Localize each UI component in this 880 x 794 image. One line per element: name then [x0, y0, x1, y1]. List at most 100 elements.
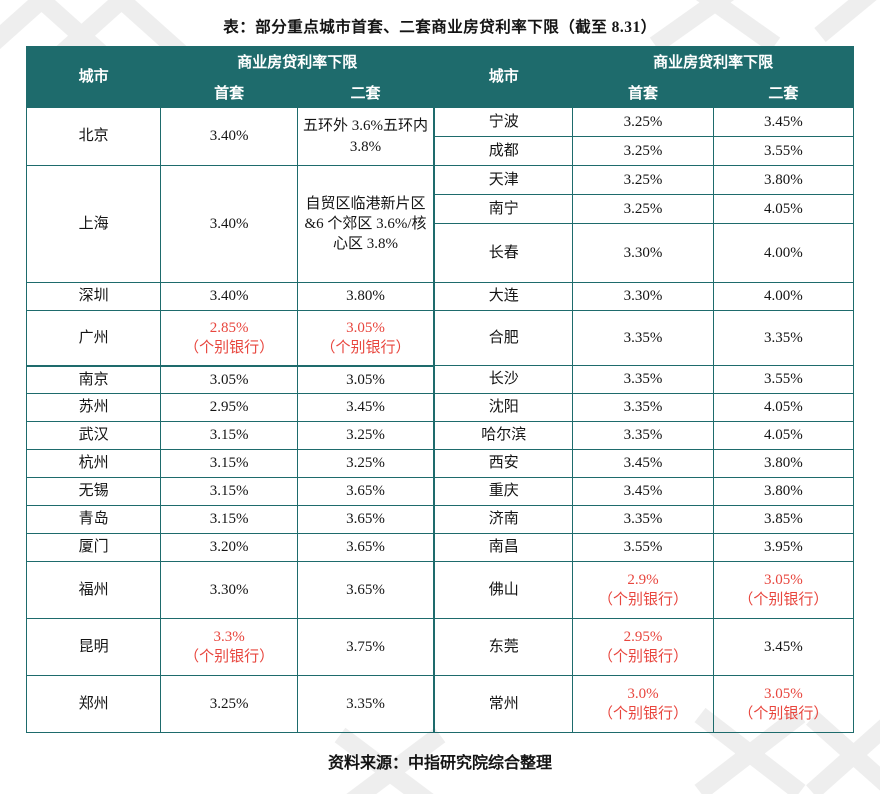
table-row: 武汉 3.15% 3.25%	[25, 421, 435, 450]
table-row: 深圳 3.40% 3.80%	[25, 282, 435, 311]
second-rate-cell: 3.05%	[296, 365, 435, 394]
city-cell: 成都	[434, 136, 574, 166]
city-cell: 福州	[25, 561, 162, 619]
second-rate-cell: 自贸区临港新片区&6 个郊区 3.6%/核心区 3.8%	[296, 165, 435, 283]
col-header-group: 商业房贷利率下限	[572, 46, 854, 81]
col-header-city: 城市	[25, 46, 162, 108]
first-rate-cell: 3.15%	[160, 477, 298, 506]
second-rate-cell: 3.45%	[712, 618, 854, 676]
second-rate-cell: 3.65%	[296, 505, 435, 534]
first-rate-cell: 3.15%	[160, 449, 298, 478]
city-cell: 杭州	[25, 449, 162, 478]
second-rate-cell: 五环外 3.6%五环内 3.8%	[296, 107, 435, 166]
first-rate-cell: 3.15%	[160, 505, 298, 534]
table-row: 沈阳 3.35% 4.05%	[434, 393, 854, 422]
city-cell: 武汉	[25, 421, 162, 450]
table-row: 西安 3.45% 3.80%	[434, 449, 854, 478]
table-row: 重庆 3.45% 3.80%	[434, 477, 854, 506]
page-title: 表：部分重点城市首套、二套商业房贷利率下限（截至 8.31）	[223, 19, 657, 36]
first-rate-cell: 3.15%	[160, 421, 298, 450]
first-rate-cell: 3.35%	[572, 365, 714, 394]
second-rate-cell: 3.65%	[296, 533, 435, 562]
header-row-group: 城市 商业房贷利率下限	[434, 46, 854, 108]
table-row: 佛山 2.9% （个别银行） 3.05% （个别银行）	[434, 561, 854, 619]
second-rate-cell: 3.45%	[296, 393, 435, 422]
first-rate-cell: 3.30%	[572, 282, 714, 311]
table-row: 哈尔滨 3.35% 4.05%	[434, 421, 854, 450]
second-rate-cell: 3.35%	[296, 675, 435, 733]
table-body-left: 北京 3.40% 五环外 3.6%五环内 3.8% 上海 3.40% 自贸区临港新片区&6…	[25, 107, 435, 733]
second-rate-cell: 3.55%	[712, 136, 854, 166]
city-cell: 重庆	[434, 477, 574, 506]
second-rate-cell: 4.05%	[712, 393, 854, 422]
city-cell: 青岛	[25, 505, 162, 534]
second-rate-cell: 3.25%	[296, 421, 435, 450]
col-header-second: 二套	[712, 80, 854, 108]
table-row: 东莞 2.95% （个别银行） 3.45%	[434, 618, 854, 676]
first-rate-cell: 3.45%	[572, 477, 714, 506]
table-row: 南昌 3.55% 3.95%	[434, 533, 854, 562]
rate-tables: 城市 商业房贷利率下限 首套 二套 北京 3.40% 五环外 3.6%五环内 3.8…	[25, 46, 854, 733]
table-row: 大连 3.30% 4.00%	[434, 282, 854, 311]
first-rate-cell: 3.35%	[572, 505, 714, 534]
first-rate-cell: 2.95%	[160, 393, 298, 422]
second-rate-cell: 4.00%	[712, 282, 854, 311]
table-row: 青岛 3.15% 3.65%	[25, 505, 435, 534]
city-cell: 北京	[25, 107, 162, 166]
second-rate-cell: 3.25%	[296, 449, 435, 478]
rates-table-right: 城市 商业房贷利率下限 首套 二套 宁波 3.25% 3.45% 成都 3.25% 3.5…	[434, 46, 854, 733]
table-row: 上海 3.40% 自贸区临港新片区&6 个郊区 3.6%/核心区 3.8%	[25, 165, 435, 283]
table-row: 长春 3.30% 4.00%	[434, 223, 854, 283]
second-rate-cell: 4.00%	[712, 223, 854, 283]
table-row: 宁波 3.25% 3.45%	[434, 107, 854, 137]
table-row: 福州 3.30% 3.65%	[25, 561, 435, 619]
table-row: 无锡 3.15% 3.65%	[25, 477, 435, 506]
first-rate-cell: 3.30%	[160, 561, 298, 619]
table-body-right: 宁波 3.25% 3.45% 成都 3.25% 3.55% 天津 3.25% 3.80% 南宁 3.…	[434, 107, 854, 733]
city-cell: 济南	[434, 505, 574, 534]
table-row: 常州 3.0% （个别银行） 3.05% （个别银行）	[434, 675, 854, 733]
city-cell: 南昌	[434, 533, 574, 562]
second-rate-cell: 3.75%	[296, 618, 435, 676]
city-cell: 长沙	[434, 365, 574, 394]
first-rate-cell: 3.20%	[160, 533, 298, 562]
second-rate-cell: 3.65%	[296, 477, 435, 506]
first-rate-cell: 2.9% （个别银行）	[572, 561, 714, 619]
page: 表：部分重点城市首套、二套商业房贷利率下限（截至 8.31） 城市 商业房贷利率…	[25, 19, 854, 772]
table-row: 昆明 3.3% （个别银行） 3.75%	[25, 618, 435, 676]
first-rate-cell: 3.40%	[160, 282, 298, 311]
city-cell: 大连	[434, 282, 574, 311]
table-row: 北京 3.40% 五环外 3.6%五环内 3.8%	[25, 107, 435, 166]
first-rate-cell: 3.40%	[160, 165, 298, 283]
first-rate-cell: 3.30%	[572, 223, 714, 283]
second-rate-cell: 3.80%	[712, 477, 854, 506]
first-rate-cell: 2.95% （个别银行）	[572, 618, 714, 676]
city-cell: 天津	[434, 165, 574, 195]
table-row: 杭州 3.15% 3.25%	[25, 449, 435, 478]
second-rate-cell: 3.55%	[712, 365, 854, 394]
table-row: 郑州 3.25% 3.35%	[25, 675, 435, 733]
table-row: 厦门 3.20% 3.65%	[25, 533, 435, 562]
second-rate-cell: 3.05% （个别银行）	[712, 675, 854, 733]
city-cell: 广州	[25, 310, 162, 367]
table-row: 苏州 2.95% 3.45%	[25, 393, 435, 422]
first-rate-cell: 3.25%	[572, 194, 714, 224]
city-cell: 东莞	[434, 618, 574, 676]
second-rate-cell: 3.35%	[712, 310, 854, 366]
table-row: 成都 3.25% 3.55%	[434, 136, 854, 166]
second-rate-cell: 3.80%	[712, 449, 854, 478]
first-rate-cell: 3.45%	[572, 449, 714, 478]
city-cell: 苏州	[25, 393, 162, 422]
table-row: 南宁 3.25% 4.05%	[434, 194, 854, 224]
city-cell: 南宁	[434, 194, 574, 224]
col-header-second: 二套	[296, 80, 435, 108]
city-cell: 厦门	[25, 533, 162, 562]
second-rate-cell: 3.05% （个别银行）	[712, 561, 854, 619]
source-note: 资料来源：中指研究院综合整理	[327, 755, 552, 772]
rates-table-left: 城市 商业房贷利率下限 首套 二套 北京 3.40% 五环外 3.6%五环内 3.8…	[25, 46, 435, 733]
city-cell: 沈阳	[434, 393, 574, 422]
city-cell: 合肥	[434, 310, 574, 366]
first-rate-cell: 3.25%	[572, 107, 714, 137]
city-cell: 深圳	[25, 282, 162, 311]
city-cell: 昆明	[25, 618, 162, 676]
